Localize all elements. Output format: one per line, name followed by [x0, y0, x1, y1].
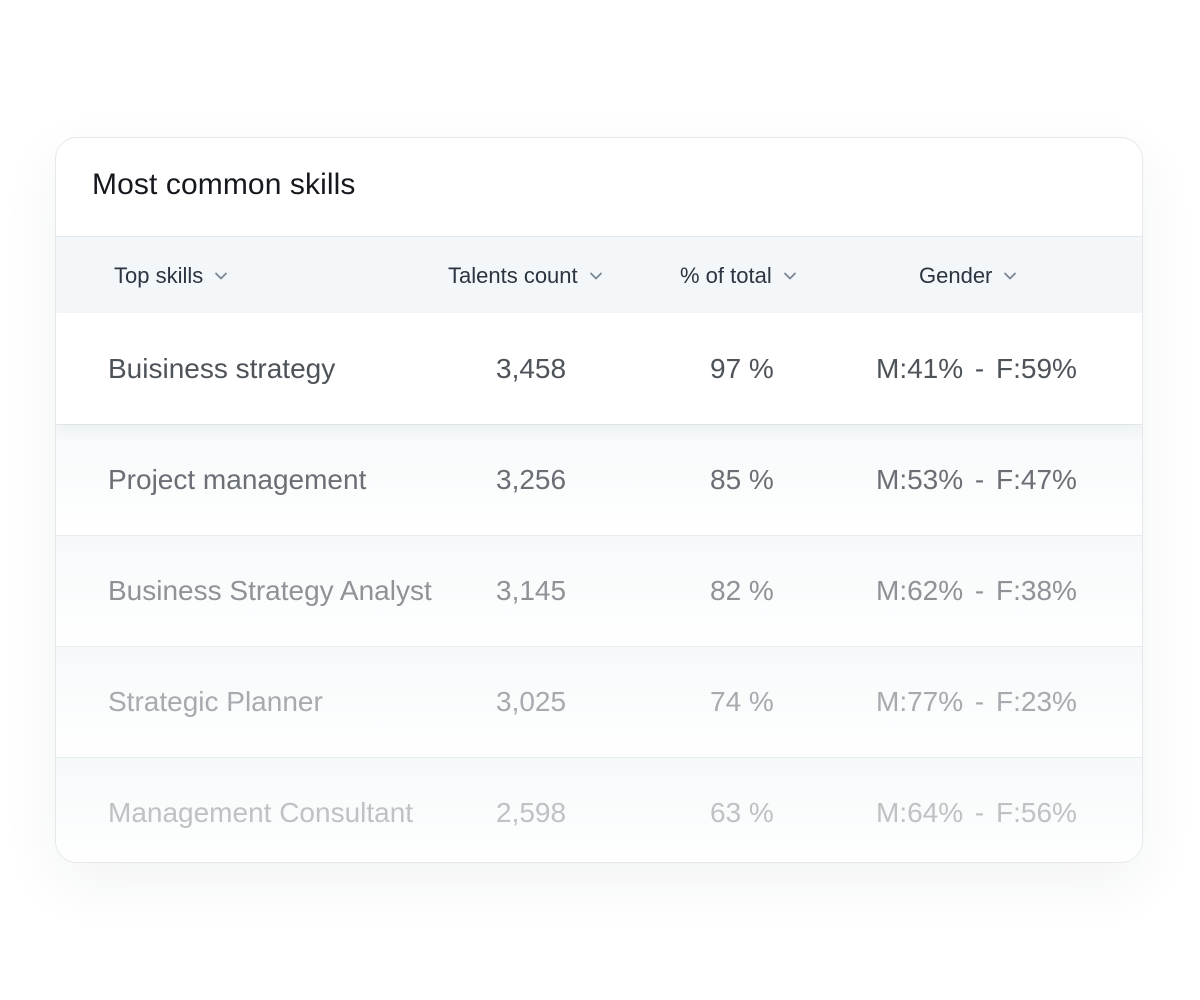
percent-of-total: 85 % — [710, 464, 774, 495]
talents-count: 3,025 — [496, 686, 567, 717]
chevron-down-icon — [213, 268, 229, 284]
percent-of-total: 82 % — [710, 575, 774, 606]
percent-of-total: 97 % — [710, 352, 774, 384]
percent-of-total: 63 % — [710, 797, 774, 828]
column-header-label: % of total — [680, 262, 772, 288]
table-header: Top skills Talents count % of total Gend… — [56, 236, 1142, 313]
column-header-top-skills[interactable]: Top skills — [114, 237, 229, 314]
column-header-gender[interactable]: Gender — [919, 237, 1018, 314]
skill-name: Buisiness strategy — [108, 352, 336, 384]
chevron-down-icon — [1002, 268, 1018, 284]
table-body: Buisiness strategy 3,458 97 % M:41% - F:… — [56, 313, 1142, 862]
column-header-talents-count[interactable]: Talents count — [448, 237, 604, 314]
talents-count: 3,145 — [496, 575, 567, 606]
table-row[interactable]: Management Consultant 2,598 63 % M:64% -… — [56, 757, 1142, 862]
gender-split: M:64% - F:56% — [876, 797, 1077, 828]
column-header-label: Talents count — [448, 262, 578, 288]
table-row[interactable]: Buisiness strategy 3,458 97 % M:41% - F:… — [56, 313, 1142, 424]
talents-count: 3,256 — [496, 464, 567, 495]
talents-count: 3,458 — [496, 352, 567, 384]
most-common-skills-card: Most common skills Top skills Talents co… — [55, 137, 1143, 863]
gender-split: M:77% - F:23% — [876, 686, 1077, 717]
column-header-percent-of-total[interactable]: % of total — [680, 237, 798, 314]
percent-of-total: 74 % — [710, 686, 774, 717]
column-header-label: Gender — [919, 262, 993, 288]
gender-split: M:41% - F:59% — [876, 352, 1077, 384]
table-row[interactable]: Business Strategy Analyst 3,145 82 % M:6… — [56, 535, 1142, 646]
skill-name: Project management — [108, 464, 367, 495]
skill-name: Management Consultant — [108, 797, 414, 828]
chevron-down-icon — [588, 268, 604, 284]
skill-name: Strategic Planner — [108, 686, 323, 717]
table-row[interactable]: Project management 3,256 85 % M:53% - F:… — [56, 424, 1142, 535]
table-row[interactable]: Strategic Planner 3,025 74 % M:77% - F:2… — [56, 646, 1142, 757]
gender-split: M:53% - F:47% — [876, 464, 1077, 495]
skill-name: Business Strategy Analyst — [108, 575, 432, 606]
card-title: Most common skills — [92, 168, 356, 201]
gender-split: M:62% - F:38% — [876, 575, 1077, 606]
column-header-label: Top skills — [114, 262, 204, 288]
talents-count: 2,598 — [496, 797, 567, 828]
chevron-down-icon — [782, 268, 798, 284]
